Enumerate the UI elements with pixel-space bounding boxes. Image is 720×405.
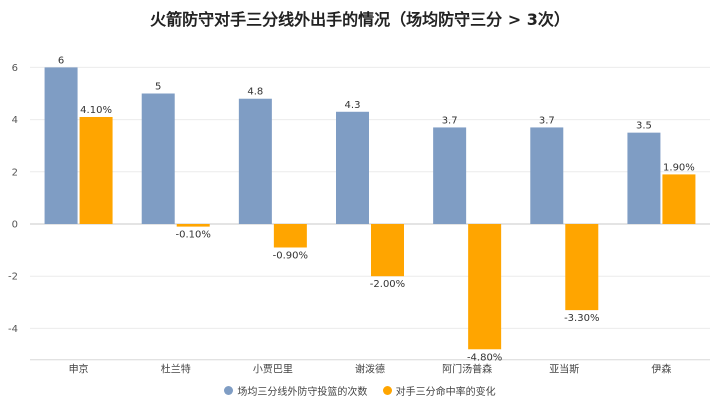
bar-attempts — [627, 132, 661, 224]
data-label: 4.3 — [345, 100, 361, 111]
data-label: -0.10% — [176, 230, 211, 241]
data-label: 6 — [58, 55, 64, 66]
data-label: 3.5 — [636, 121, 652, 132]
bar-attempts — [530, 127, 564, 224]
bar-attempts — [336, 111, 369, 224]
bar-attempts — [238, 98, 272, 224]
y-tick-label: 4 — [12, 115, 18, 126]
data-label: 1.90% — [663, 162, 695, 173]
y-tick-label: 6 — [12, 63, 18, 74]
x-tick-label: 杜兰特 — [161, 363, 191, 376]
bar-pct-change — [468, 224, 502, 350]
chart-legend: 场均三分线外防守投篮的次数 对手三分命中率的变化 — [0, 383, 720, 398]
legend-swatch-attempts — [224, 386, 234, 395]
bar-attempts — [141, 93, 175, 224]
x-tick-label: 阿门汤普森 — [442, 363, 492, 376]
bar-attempts — [44, 67, 78, 225]
bar-pct-change — [565, 224, 599, 311]
data-label: -0.90% — [273, 250, 308, 261]
x-tick-label: 伊森 — [651, 363, 671, 376]
data-label: 4.10% — [80, 105, 112, 116]
bar-pct-change — [273, 224, 307, 248]
x-tick-label: 小贾巴里 — [253, 364, 293, 376]
y-tick-label: 2 — [12, 167, 18, 178]
bar-pct-change — [662, 174, 696, 224]
bar-pct-change — [371, 224, 404, 277]
data-label: 3.7 — [442, 115, 458, 126]
legend-label-attempts: 场均三分线外防守投篮的次数 — [237, 387, 368, 398]
x-tick-label: 亚当斯 — [549, 363, 579, 376]
legend-label-pct-change: 对手三分命中率的变化 — [395, 387, 496, 398]
y-tick-label: -2 — [8, 272, 18, 283]
legend-item-pct-change[interactable]: 对手三分命中率的变化 — [382, 383, 496, 398]
legend-item-attempts[interactable]: 场均三分线外防守投篮的次数 — [224, 383, 367, 398]
data-label: 4.8 — [247, 87, 263, 98]
data-label: -3.30% — [564, 313, 599, 324]
x-tick-label: 谢泼德 — [355, 363, 385, 376]
y-tick-label: 0 — [12, 220, 18, 231]
data-label: 5 — [155, 82, 161, 93]
bar-pct-change — [79, 116, 113, 224]
data-label: -2.00% — [370, 279, 405, 290]
y-tick-label: -4 — [8, 324, 18, 335]
legend-swatch-pct-change — [382, 386, 392, 395]
x-tick-label: 申京 — [69, 363, 89, 376]
data-label: 3.7 — [539, 115, 555, 126]
chart-title: 火箭防守对手三分线外出手的情况（场均防守三分 > 3次） — [150, 10, 570, 29]
bar-attempts — [433, 127, 467, 224]
bar-pct-change — [176, 224, 210, 227]
data-label: -4.80% — [467, 352, 502, 363]
